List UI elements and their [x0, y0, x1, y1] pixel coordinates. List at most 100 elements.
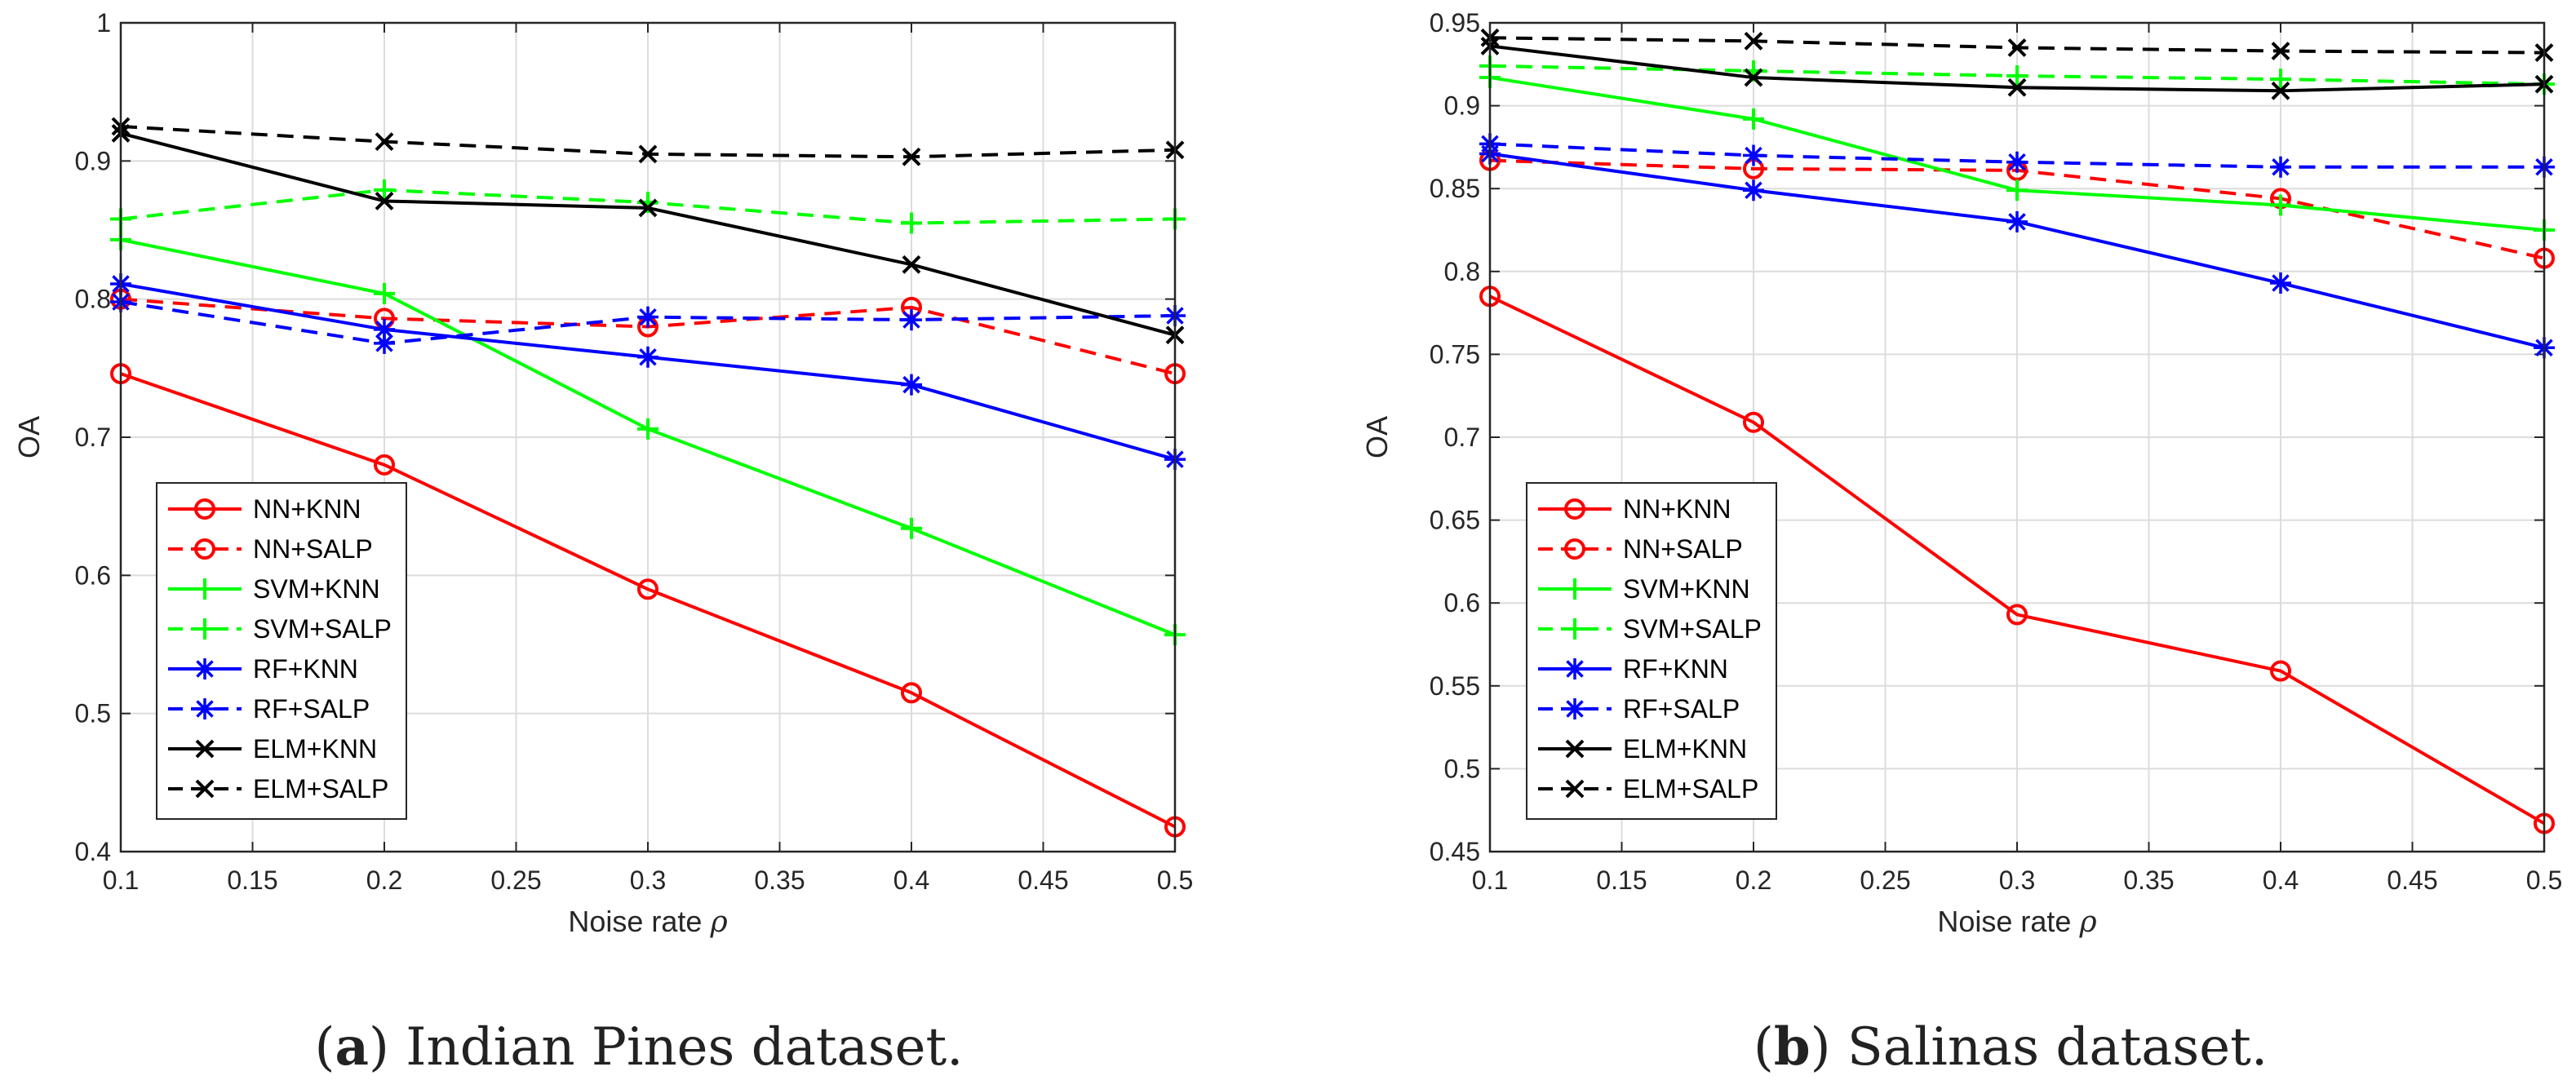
series-ELM+KNN [1480, 37, 2554, 100]
data-point [637, 578, 658, 600]
legend-entry: ELM+KNN [168, 734, 377, 764]
y-tick-label: 1 [96, 8, 111, 38]
legend-label: NN+KNN [1623, 494, 1731, 524]
legend-label: RF+SALP [1623, 694, 1740, 724]
data-point [1743, 179, 1764, 201]
legend-marker [195, 739, 215, 759]
legend-marker [194, 498, 215, 520]
x-tick-label: 0.45 [2387, 865, 2437, 895]
y-tick-label: 0.9 [75, 146, 111, 175]
legend-label: ELM+SALP [253, 774, 388, 803]
x-tick-label: 0.3 [1999, 865, 2035, 895]
data-point [2006, 65, 2028, 87]
y-axis-label: OA [1360, 416, 1394, 458]
axes-box [119, 21, 1177, 853]
legend-label: ELM+KNN [1623, 734, 1747, 764]
series-line [1489, 294, 2546, 826]
data-point [374, 179, 395, 201]
y-tick-label: 0.65 [1430, 506, 1480, 535]
data-point [2270, 156, 2291, 178]
data-point [1744, 31, 1763, 51]
legend-marker [1564, 578, 1585, 600]
legend-label: NN+SALP [253, 534, 373, 564]
legend-entry: RF+KNN [168, 654, 358, 684]
x-tick-label: 0.5 [2526, 865, 2562, 895]
legend-label: SVM+KNN [253, 574, 380, 604]
legend-box [1526, 482, 1777, 820]
y-tick-label: 0.8 [75, 285, 111, 314]
legend-entry: ELM+KNN [1538, 734, 1747, 764]
data-point [901, 309, 922, 331]
legend-entry: NN+KNN [1538, 494, 1731, 524]
series-NN+KNN [110, 363, 1186, 838]
data-point [2006, 210, 2028, 232]
y-tick-label: 0.8 [1444, 257, 1480, 286]
x-tick-label: 0.1 [103, 865, 139, 895]
x-tick-label: 0.5 [1157, 865, 1193, 895]
legend-entry: NN+SALP [168, 534, 373, 564]
y-tick-label: 0.4 [75, 837, 111, 866]
y-tick-label: 0.9 [1444, 91, 1480, 121]
data-point [374, 332, 395, 354]
data-point [1743, 108, 1764, 130]
legend-label: SVM+SALP [253, 614, 392, 644]
y-tick-label: 0.6 [75, 560, 111, 590]
y-tick-label: 0.95 [1430, 8, 1480, 38]
data-point [637, 306, 658, 328]
legend-marker [194, 578, 215, 600]
data-point [2007, 38, 2027, 57]
x-tick-label: 0.15 [1596, 865, 1647, 895]
data-point [2270, 194, 2291, 216]
x-tick-label: 0.15 [227, 865, 277, 895]
y-tick-label: 0.75 [1430, 339, 1480, 369]
series-ELM+SALP [1480, 28, 2554, 62]
caption-letter: b [1774, 1016, 1811, 1078]
legend-marker [1564, 658, 1585, 680]
legend-marker [1564, 618, 1585, 640]
caption-paren: ) [369, 1017, 389, 1078]
legend-entry: SVM+KNN [1538, 574, 1750, 604]
legend-label: RF+KNN [1623, 654, 1728, 684]
legend: NN+KNN NN+SALP SVM+KNN SVM+SALP RF+KNN RF+SAL… [156, 482, 407, 820]
data-point [637, 346, 658, 368]
x-axis-label: Noise rate ρ [568, 905, 727, 939]
x-tick-label: 0.35 [2123, 865, 2174, 895]
data-point [2270, 272, 2291, 294]
data-point [375, 192, 394, 210]
legend-entry: RF+KNN [1538, 654, 1728, 684]
data-point [902, 147, 921, 166]
x-tick-label: 0.25 [490, 865, 541, 895]
y-tick-label: 0.7 [1444, 423, 1480, 452]
x-axis-symbol: ρ [709, 905, 727, 939]
legend-marker [194, 658, 215, 680]
legend-label: NN+SALP [1623, 534, 1743, 564]
chart-2: 0.1 0.15 0.2 0.25 0.3 0.35 0.4 0.45 0.5 0.45 0.5 0.… [1360, 8, 2562, 1078]
caption-paren: ( [315, 1017, 335, 1078]
legend-label: RF+SALP [253, 694, 370, 724]
data-point [2270, 69, 2291, 91]
legend-entry: NN+KNN [168, 494, 361, 524]
x-tick-label: 0.1 [1472, 865, 1508, 895]
data-point [2271, 81, 2290, 100]
data-point [2006, 179, 2028, 201]
legend-marker [1564, 698, 1585, 719]
caption-paren: ) [1811, 1017, 1831, 1078]
chart-1: 0.1 0.15 0.2 0.25 0.3 0.35 0.4 0.45 0.5 0.4 0.5 0.6… [12, 8, 1193, 1078]
data-point [638, 144, 658, 164]
legend: NN+KNN NN+SALP SVM+KNN SVM+SALP RF+KNN RF+SAL… [1526, 482, 1777, 820]
x-tick-label: 0.35 [754, 865, 805, 895]
y-tick-label: 0.5 [1444, 754, 1480, 783]
caption-letter: a [335, 1016, 368, 1078]
data-point [2271, 42, 2290, 60]
data-point [1743, 144, 1764, 166]
legend-marker [1565, 779, 1585, 799]
legend-entry: SVM+KNN [168, 574, 380, 604]
data-point [374, 318, 395, 340]
legend-entry: ELM+SALP [168, 774, 388, 803]
data-point [374, 454, 395, 476]
x-tick-label: 0.2 [1736, 865, 1771, 895]
data-point [374, 282, 395, 304]
y-axis-label: OA [12, 416, 46, 458]
data-point [901, 517, 922, 539]
data-point [1744, 68, 1763, 87]
